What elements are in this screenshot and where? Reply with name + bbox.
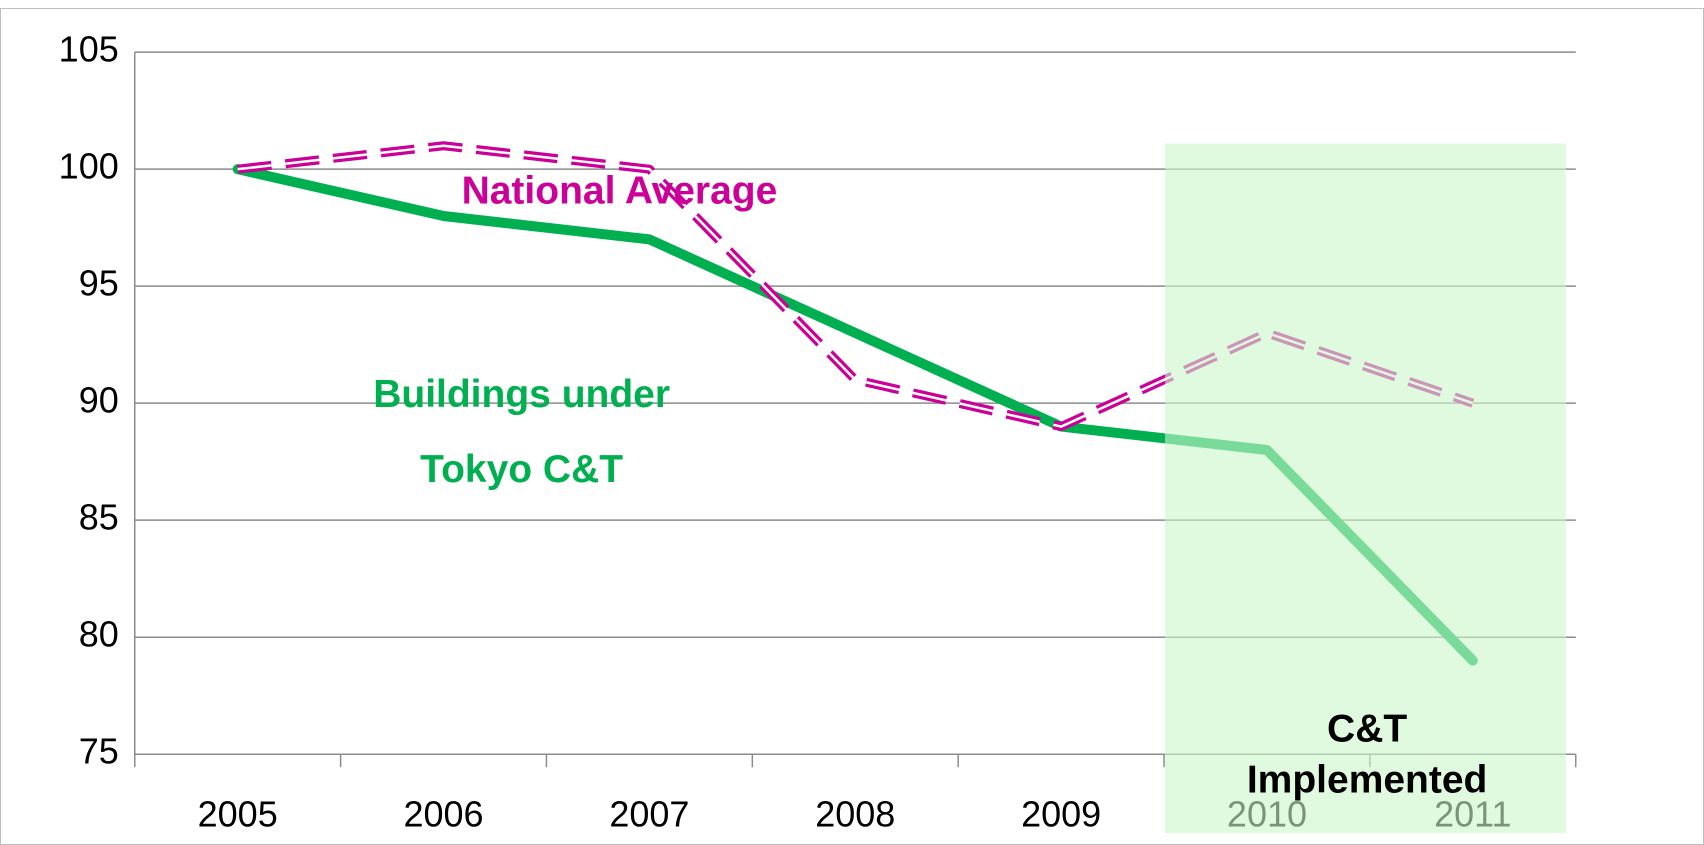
annotation: Tokyo C&T	[420, 448, 623, 491]
x-tick-label: 2007	[609, 794, 689, 835]
annotation: C&T	[1327, 708, 1407, 751]
y-tick-label: 90	[79, 380, 119, 421]
annotation: National Average	[462, 170, 778, 213]
y-tick-label: 95	[79, 263, 119, 304]
annotation: Buildings under	[373, 373, 670, 416]
y-tick-label: 100	[59, 146, 119, 187]
y-tick-label: 85	[79, 497, 119, 538]
highlight-band	[1165, 143, 1566, 833]
y-tick-label: 105	[59, 29, 119, 70]
y-tick-label: 75	[79, 731, 119, 772]
x-tick-label: 2008	[815, 794, 895, 835]
annotation: Implemented	[1247, 759, 1488, 802]
series-line-inner	[237, 144, 1474, 428]
x-tick-label: 2006	[403, 794, 483, 835]
x-tick-label: 2005	[198, 794, 278, 835]
x-tick-label: 2009	[1021, 794, 1101, 835]
y-tick-label: 80	[79, 614, 119, 655]
